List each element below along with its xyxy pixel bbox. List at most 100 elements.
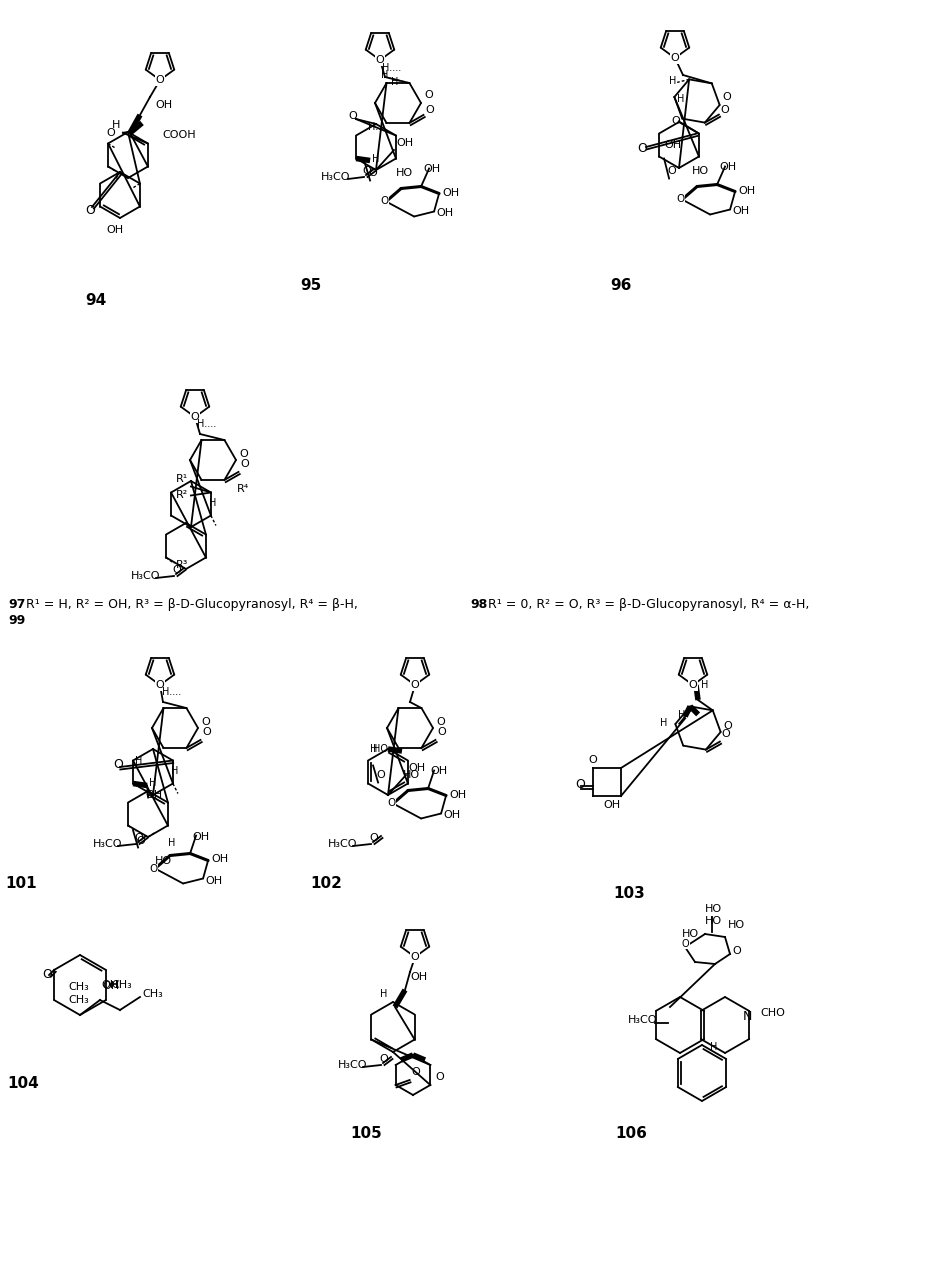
Text: O: O <box>435 718 445 726</box>
Text: O: O <box>722 91 730 102</box>
Text: O: O <box>240 458 249 469</box>
Text: H: H <box>372 154 379 164</box>
Text: COOH: COOH <box>161 130 196 140</box>
Text: O: O <box>423 90 432 100</box>
Text: H: H <box>112 119 121 130</box>
Text: O: O <box>670 117 679 127</box>
Text: OH: OH <box>102 980 119 991</box>
Text: O: O <box>156 75 164 85</box>
Text: OH: OH <box>448 790 466 800</box>
Text: H: H <box>391 77 398 88</box>
Text: O: O <box>362 166 370 177</box>
Text: O: O <box>172 565 181 575</box>
Text: O: O <box>720 104 728 114</box>
Text: H₃CO: H₃CO <box>93 839 122 850</box>
Text: O: O <box>202 726 211 737</box>
Text: O: O <box>42 968 52 980</box>
Text: HO: HO <box>403 771 419 781</box>
Text: OH: OH <box>409 972 427 982</box>
Text: O: O <box>380 197 388 207</box>
Text: H....: H.... <box>161 687 181 697</box>
Text: O: O <box>148 864 157 874</box>
Text: H: H <box>660 718 667 728</box>
Text: O: O <box>84 203 95 216</box>
Text: O: O <box>200 718 210 726</box>
Text: HO: HO <box>155 856 172 865</box>
Text: O: O <box>681 939 689 949</box>
Text: 106: 106 <box>614 1126 646 1140</box>
Text: CH₃: CH₃ <box>68 982 89 992</box>
Text: O: O <box>637 141 646 155</box>
Text: R¹ = 0, R² = O, R³ = β-D-Glucopyranosyl, R⁴ = α-H,: R¹ = 0, R² = O, R³ = β-D-Glucopyranosyl,… <box>483 598 808 611</box>
Text: R¹: R¹ <box>175 475 188 484</box>
Text: O: O <box>587 754 596 765</box>
Text: H₃CO: H₃CO <box>328 839 357 850</box>
Text: OH: OH <box>422 165 440 174</box>
Text: OH: OH <box>101 980 118 991</box>
Text: 101: 101 <box>5 876 36 892</box>
Text: 105: 105 <box>350 1126 381 1140</box>
Text: O: O <box>666 166 675 177</box>
Text: CH₃: CH₃ <box>68 994 89 1005</box>
Text: O: O <box>113 757 122 771</box>
Text: H: H <box>135 756 142 766</box>
Text: O: O <box>190 411 200 422</box>
Text: O: O <box>134 833 143 843</box>
Text: O: O <box>387 799 394 809</box>
Text: HO....: HO.... <box>372 744 399 754</box>
Text: 98: 98 <box>470 598 486 611</box>
Text: O: O <box>435 1072 444 1082</box>
Text: H₃CO: H₃CO <box>321 171 350 182</box>
Text: O: O <box>574 779 585 791</box>
Text: 103: 103 <box>612 886 644 900</box>
Text: OH: OH <box>205 875 222 885</box>
Text: H₃CO: H₃CO <box>338 1060 367 1071</box>
Text: R²: R² <box>175 489 188 499</box>
Text: OH: OH <box>395 138 413 149</box>
Text: H: H <box>677 710 685 720</box>
Text: H: H <box>677 94 684 104</box>
Text: H: H <box>381 70 389 80</box>
Text: O: O <box>676 194 683 204</box>
Text: H: H <box>369 744 377 754</box>
Text: H: H <box>171 766 178 776</box>
Text: OH: OH <box>407 763 425 773</box>
Text: OH: OH <box>731 207 748 216</box>
Text: O: O <box>731 946 740 956</box>
Text: HO: HO <box>691 166 708 177</box>
Text: OH: OH <box>145 790 162 800</box>
Text: O: O <box>425 105 433 114</box>
Text: OH: OH <box>442 188 458 198</box>
Text: HO: HO <box>704 916 721 926</box>
Text: O: O <box>437 726 445 737</box>
Text: HO: HO <box>395 169 413 179</box>
Text: O: O <box>376 771 384 781</box>
Text: OH: OH <box>737 185 754 196</box>
Text: H....: H.... <box>367 122 387 132</box>
Text: H: H <box>209 498 216 508</box>
Text: H: H <box>148 779 156 789</box>
Text: H: H <box>701 679 708 690</box>
Text: 96: 96 <box>610 278 631 293</box>
Text: O: O <box>723 721 731 732</box>
Text: CHO: CHO <box>759 1008 784 1019</box>
Text: OH: OH <box>430 767 446 776</box>
Text: H: H <box>668 76 676 86</box>
Text: O: O <box>238 450 248 458</box>
Text: H₃CO: H₃CO <box>131 572 161 580</box>
Text: OH: OH <box>155 100 172 110</box>
Text: OH: OH <box>718 163 735 173</box>
Text: O: O <box>411 1067 420 1077</box>
Text: O: O <box>379 1054 387 1064</box>
Text: R⁴: R⁴ <box>237 484 249 494</box>
Text: H....: H.... <box>381 64 401 72</box>
Text: O: O <box>135 836 145 846</box>
Text: O: O <box>367 169 377 179</box>
Text: O: O <box>368 833 378 843</box>
Text: OH: OH <box>107 225 123 235</box>
Text: OH: OH <box>443 810 459 820</box>
Text: R³: R³ <box>176 560 188 569</box>
Text: O: O <box>375 55 384 65</box>
Text: CH₃: CH₃ <box>110 980 132 991</box>
Text: 95: 95 <box>300 278 321 293</box>
